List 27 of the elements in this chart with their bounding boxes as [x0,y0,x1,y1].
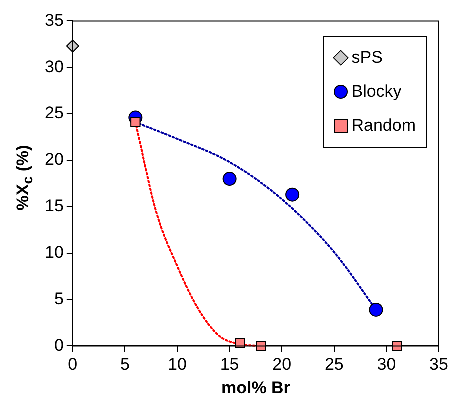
y-tick-label: 35 [44,10,64,30]
point [222,172,237,186]
point [392,341,402,352]
x-tick-label: 5 [120,355,130,374]
y-tick-label: 0 [54,336,64,355]
point [235,338,246,349]
y-tick-label: 20 [44,150,64,170]
y-tick-label: 15 [44,196,64,216]
legend-label: Random [352,115,416,137]
legend-label: Blocky [352,81,402,103]
x-tick-label: 0 [68,355,78,374]
x-tick-label: 10 [168,355,187,374]
y-tick-label: 10 [44,243,64,262]
x-tick-label: 15 [220,355,240,374]
point [369,302,384,317]
point [256,341,266,352]
x-axis-title: mol% Br [221,378,291,398]
x-tick-label: 25 [324,355,344,374]
x-tick-label: 30 [377,355,396,374]
x-tick-label: 20 [272,355,292,374]
y-tick-label: 30 [44,57,64,76]
point [286,188,300,202]
x-tick-label: 35 [430,355,448,374]
y-tick-label: 25 [44,104,64,123]
point [130,117,141,128]
y-tick-label: 5 [54,289,64,308]
legend-label: sPS [352,47,383,69]
